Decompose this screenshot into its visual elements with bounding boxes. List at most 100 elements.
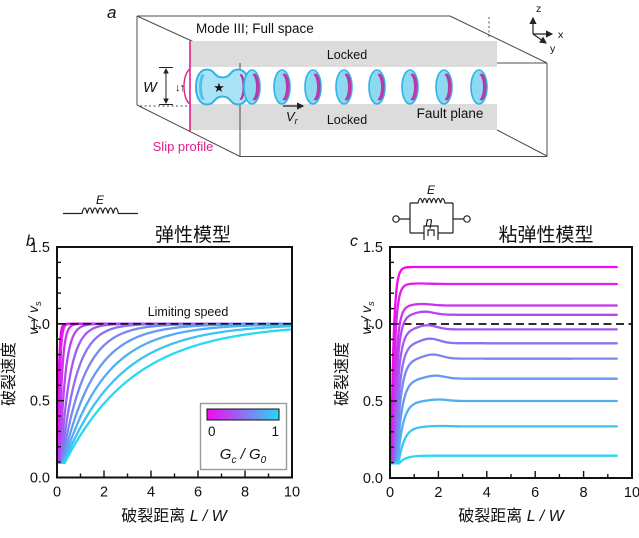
x-tick-label: 6: [531, 485, 539, 501]
legend-b: 0 1 Gc / G0: [199, 402, 288, 471]
slip-contour-ellipse: [335, 69, 353, 105]
spring-path: [63, 207, 138, 215]
slip-contour-ellipse: [273, 69, 291, 105]
limiting-speed-label: Limiting speed: [148, 305, 229, 319]
width-arrow-down: [163, 98, 169, 104]
box-edge-bottom-left: [136, 104, 241, 157]
plot-frame-b: [56, 246, 293, 479]
terminal-left: [392, 215, 400, 223]
box-edge-top-right: [449, 15, 548, 64]
kelvin-voigt-icon: [392, 197, 471, 240]
slip-contour-ellipse: [243, 69, 261, 105]
ticks-c: 0 2 4 6 8 10 0.0 0.5 1.0 1.5: [363, 240, 639, 501]
width-measure: [159, 67, 173, 105]
slip-contour-ellipse: [304, 69, 322, 105]
slip-contour-ellipse: [435, 69, 453, 105]
slip-contour-ellipse: [368, 69, 386, 105]
box-edge-plane-right: [496, 129, 548, 157]
locked-band-bottom: [190, 104, 497, 130]
y-tick-label: 0.0: [30, 471, 50, 487]
panel-b-title: 弹性模型: [155, 224, 231, 246]
slip-profile-curve: [183, 68, 191, 105]
x-tick-label: 10: [624, 485, 639, 501]
curve-gc-0.1: [390, 282, 618, 465]
y-tick-label: 0.5: [30, 394, 50, 410]
kv-dashpot-label: η: [425, 214, 432, 229]
curve-gc-0.8: [57, 323, 292, 465]
y-tick-label: 1.0: [30, 317, 50, 333]
locked-bottom-label: Locked: [327, 113, 367, 127]
y-axis-label: y: [550, 43, 556, 55]
y-axis-title-b: 破裂速度: [0, 342, 18, 406]
slip-arrows-icon: ↓↑: [175, 82, 185, 94]
spring-icon: [63, 207, 138, 215]
axes-triad: z x y: [529, 3, 564, 55]
mode-label: Mode III; Full space: [196, 21, 314, 36]
curve-gc-0.2: [390, 302, 618, 465]
fault-plane-label: Fault plane: [417, 106, 484, 121]
locked-top-label: Locked: [327, 48, 367, 62]
y-tick-label: 1.0: [363, 317, 383, 333]
terminal-right: [463, 215, 471, 223]
colorbar-max: 1: [271, 424, 279, 439]
plot-frame-c: [389, 246, 633, 479]
panel-a: ★ W ↓↑ Vr a Mode III; Full space Locked …: [107, 3, 564, 157]
colorbar-label: Gc / G0: [220, 446, 267, 466]
nucleation-patch: ★: [194, 68, 251, 106]
z-axis-label: z: [536, 3, 541, 15]
slip-contour-ellipse: [401, 69, 419, 105]
y-tick-label: 1.5: [363, 240, 383, 256]
curve-gc-0.9: [57, 325, 292, 465]
curve-gc-0.5: [390, 337, 618, 465]
colorbar: [206, 408, 280, 421]
x-tick-label: 4: [483, 485, 491, 501]
y-axis-title-c: 破裂速度: [333, 342, 351, 406]
x-tick-label: 0: [53, 485, 61, 501]
slip-contour-ellipse: [470, 69, 488, 105]
locked-band-top: [190, 41, 497, 67]
slip-profile-label: Slip profile: [153, 139, 214, 154]
curve-gc-1: [390, 454, 618, 465]
y-axis-arrow: [532, 33, 547, 44]
nucleation-left-rim-inner: [202, 75, 209, 99]
curve-gc-0: [390, 265, 618, 465]
vr-label: Vr: [286, 109, 299, 126]
curves-c: [390, 265, 618, 465]
panel-c-letter: c: [350, 233, 358, 250]
curve-gc-0.4: [390, 324, 618, 465]
x-tick-label: 8: [241, 485, 249, 501]
hypocenter-star-icon: ★: [213, 80, 225, 95]
curve-gc-0.9: [390, 424, 618, 465]
x-tick-label: 10: [284, 485, 300, 501]
kv-spring-label: E: [427, 183, 436, 197]
panel-a-letter: a: [107, 3, 116, 22]
panel-c-title: 粘弹性模型: [498, 224, 593, 246]
width-label: W: [143, 80, 158, 96]
dashpot-piston: [427, 229, 435, 236]
icon-spring-branch: [410, 197, 453, 204]
icon-branches: [409, 203, 454, 233]
panel-b-letter: b: [26, 233, 35, 250]
panel-b: b 弹性模型 E Limiting speed 0 2 4 6 8 100.00.51.0…: [0, 193, 300, 525]
x-tick-label: 2: [434, 485, 442, 501]
nucleation-right-rim-inner: [234, 74, 243, 100]
x-axis-label: x: [558, 29, 564, 41]
curve-gc-0.8: [390, 398, 618, 465]
spring-label: E: [96, 193, 105, 207]
curve-gc-0.3: [390, 310, 618, 465]
y-axis-math-b: vr / vs: [25, 301, 44, 335]
colorbar-min: 0: [208, 424, 216, 439]
curve-gc-1: [57, 328, 292, 465]
rupture-contours: [243, 69, 488, 105]
x-tick-label: 0: [386, 485, 394, 501]
y-tick-label: 0.5: [363, 394, 383, 410]
curve-gc-0.6: [390, 353, 618, 465]
x-tick-label: 4: [147, 485, 155, 501]
x-tick-label: 6: [194, 485, 202, 501]
x-axis-title-b: 破裂距离 L / W: [121, 507, 228, 525]
x-tick-label: 2: [100, 485, 108, 501]
curve-gc-0.7: [390, 374, 618, 465]
y-tick-label: 0.0: [363, 471, 383, 487]
y-axis-math-c: vr / vs: [358, 301, 377, 335]
